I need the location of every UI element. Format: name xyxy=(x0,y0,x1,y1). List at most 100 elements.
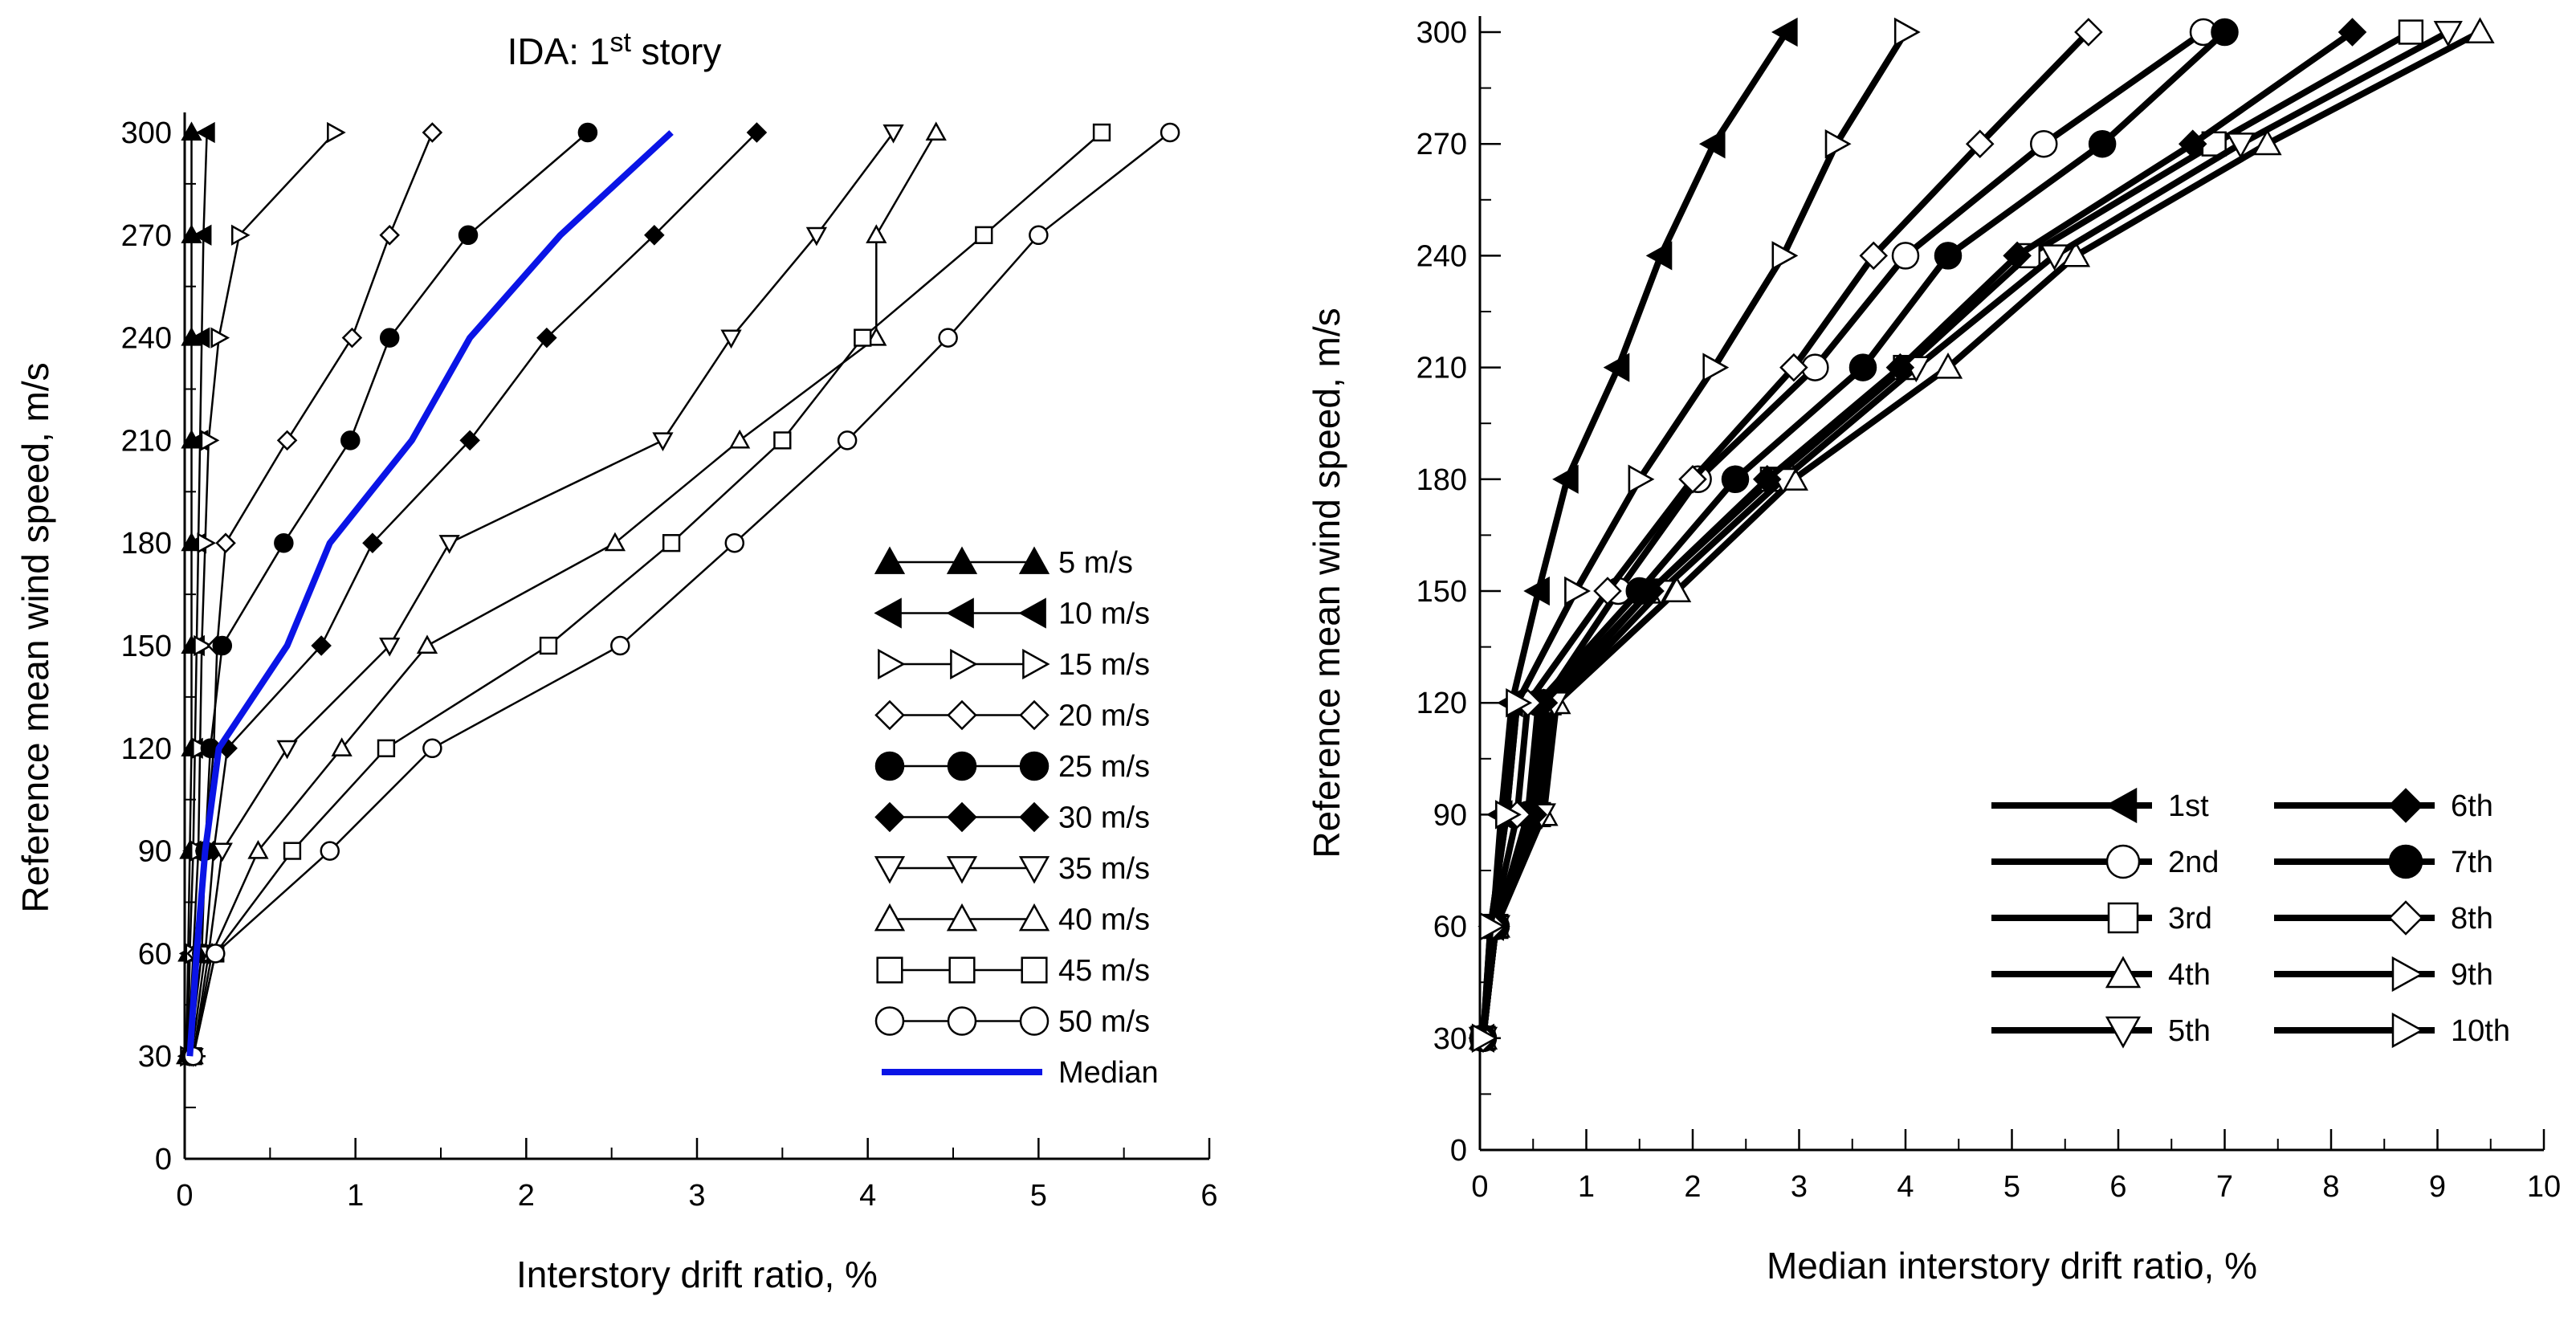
chart0-series-line-50-m-s xyxy=(192,132,1171,1057)
chart0-legend-marker-15-m-s xyxy=(1022,648,1050,680)
chart0-legend-label-5-m-s: 5 m/s xyxy=(1058,546,1133,580)
chart1-point-5th-270 xyxy=(2226,133,2256,159)
chart0-y-tick-label-240: 240 xyxy=(121,322,172,356)
chart0-point-30-m-s-240 xyxy=(536,327,557,349)
chart0-point-35-m-s-210 xyxy=(652,432,674,451)
chart0-point-25-m-s-180 xyxy=(274,532,294,553)
chart1-point-1st-300 xyxy=(1771,17,1798,47)
chart1-legend-item-1st: 1st xyxy=(1991,787,2209,824)
chart1-point-2nd-240 xyxy=(1891,242,1920,270)
chart0-legend-marker-35-m-s xyxy=(946,856,978,884)
chart1-point-1st-180 xyxy=(1552,464,1579,494)
chart1-legend-label-8th: 8th xyxy=(2451,902,2493,936)
chart0-legend-marker-30-m-s xyxy=(947,801,977,833)
chart1-series-line-2nd xyxy=(1480,29,2206,1039)
chart1-point-10th-120 xyxy=(1506,688,1532,718)
chart1-point-7th-210 xyxy=(1848,353,1877,381)
chart1-point-10th-270 xyxy=(1824,129,1852,159)
chart0-point-35-m-s-120 xyxy=(276,740,298,760)
chart0-point-30-m-s-210 xyxy=(459,430,480,451)
chart1-legend-item-10th: 10th xyxy=(2274,1012,2510,1049)
chart0-point-45-m-s-240 xyxy=(854,328,872,347)
chart0-legend-item-median: Median xyxy=(882,1056,1159,1090)
chart0-point-30-m-s-150 xyxy=(311,635,332,656)
chart1-point-10th-180 xyxy=(1628,464,1655,494)
chart1-point-6th-210 xyxy=(1885,353,1915,382)
chart0-y-tick-label-60: 60 xyxy=(138,937,172,971)
chart0-y-tick-label-150: 150 xyxy=(121,630,172,663)
chart1-series-line-5th xyxy=(1480,29,2450,1039)
chart1-point-6th-240 xyxy=(2003,241,2032,271)
chart0-legend-label-45-m-s: 45 m/s xyxy=(1058,954,1150,988)
chart0-series-line-median xyxy=(186,130,674,1057)
chart1-legend-label-5th: 5th xyxy=(2168,1014,2211,1048)
chart1-x-tick-label-9: 9 xyxy=(2429,1170,2446,1204)
chart0-legend-marker-40-m-s xyxy=(874,903,906,932)
chart0-point-30-m-s-300 xyxy=(746,122,768,143)
chart1-series-line-1st xyxy=(1479,30,1789,1039)
chart0-y-tick-label-300: 300 xyxy=(121,116,172,150)
chart1-legend-marker-6th xyxy=(2388,788,2423,823)
chart1-x-axis-title: Median interstory drift ratio, % xyxy=(1767,1245,2257,1286)
chart0-point-35-m-s-90 xyxy=(211,842,233,862)
chart1-point-7th-180 xyxy=(1721,465,1750,494)
chart0-point-15-m-s-240 xyxy=(210,327,230,349)
chart1-legend-label-6th: 6th xyxy=(2451,789,2493,823)
chart0-legend-marker-10-m-s xyxy=(1018,597,1046,629)
chart1-x-tick-label-4: 4 xyxy=(1897,1170,1914,1204)
chart0-point-35-m-s-180 xyxy=(438,535,460,554)
chart0-y-tick-label-210: 210 xyxy=(121,424,172,458)
chart1-legend-marker-5th xyxy=(2105,1016,2142,1049)
chart0-legend-marker-45-m-s xyxy=(876,956,903,984)
chart0-x-tick-label-5: 5 xyxy=(1030,1179,1047,1213)
chart0-legend-label-10-m-s: 10 m/s xyxy=(1058,597,1150,631)
chart0-legend-marker-30-m-s xyxy=(1019,801,1050,833)
chart0-legend-marker-50-m-s xyxy=(947,1006,977,1036)
chart1-point-8th-210 xyxy=(1779,353,1808,382)
chart0-legend-label-40-m-s: 40 m/s xyxy=(1058,903,1150,937)
chart1-y-tick-label-0: 0 xyxy=(1450,1134,1467,1168)
chart1-y-axis-title: Reference mean wind speed, m/s xyxy=(1306,308,1347,858)
chart0-legend-marker-25-m-s xyxy=(874,751,905,781)
chart1-point-10th-300 xyxy=(1893,17,1921,47)
chart0-point-40-m-s-90 xyxy=(247,840,269,859)
chart1-y-tick-label-90: 90 xyxy=(1433,798,1467,832)
chart1-legend-label-3rd: 3rd xyxy=(2168,902,2212,936)
chart0-series-line-35-m-s xyxy=(192,132,895,1057)
chart1-series-5th xyxy=(1468,20,2463,1054)
chart0-legend-marker-15-m-s xyxy=(878,648,906,680)
chart0-point-20-m-s-180 xyxy=(215,532,236,553)
chart1-legend-label-4th: 4th xyxy=(2168,958,2211,992)
chart0-point-25-m-s-240 xyxy=(379,328,400,348)
chart1-point-8th-180 xyxy=(1678,465,1707,494)
chart1-point-8th-270 xyxy=(1965,129,1995,158)
chart1-point-1st-270 xyxy=(1698,129,1726,159)
chart0-point-25-m-s-270 xyxy=(458,225,479,246)
chart0-point-15-m-s-180 xyxy=(197,532,217,554)
chart0-point-5-m-s-300 xyxy=(181,121,202,141)
chart1-legend-label-9th: 9th xyxy=(2451,958,2493,992)
chart1-point-8th-240 xyxy=(1859,241,1889,271)
chart1-point-3rd-300 xyxy=(2398,19,2424,45)
chart0-y-tick-label-30: 30 xyxy=(138,1040,172,1074)
chart0-point-15-m-s-270 xyxy=(231,224,251,246)
chart0-point-35-m-s-150 xyxy=(379,637,401,657)
chart0-legend-marker-5-m-s xyxy=(1018,546,1050,574)
chart1-y-tick-label-210: 210 xyxy=(1416,352,1467,385)
chart1-legend-label-7th: 7th xyxy=(2451,846,2493,879)
chart1-legend-item-3rd: 3rd xyxy=(1991,902,2212,936)
chart0-point-35-m-s-300 xyxy=(882,124,904,144)
chart0-point-50-m-s-60 xyxy=(206,944,226,964)
chart1-legend-item-8th: 8th xyxy=(2274,900,2493,936)
chart1-legend-marker-7th xyxy=(2388,844,2423,879)
chart0-legend-marker-30-m-s xyxy=(874,801,905,833)
chart1-x-tick-label-10: 10 xyxy=(2527,1170,2561,1204)
chart0-point-10-m-s-300 xyxy=(196,121,215,144)
chart1-y-tick-label-120: 120 xyxy=(1416,687,1467,720)
chart1-legend-item-2nd: 2nd xyxy=(1991,844,2219,879)
chart0-series-line-15-m-s xyxy=(187,132,336,1057)
chart0-point-25-m-s-150 xyxy=(212,635,233,656)
chart1-point-10th-240 xyxy=(1771,241,1799,271)
chart0-legend-item-35-m-s: 35 m/s xyxy=(874,852,1150,886)
chart1-point-1st-150 xyxy=(1523,576,1550,606)
